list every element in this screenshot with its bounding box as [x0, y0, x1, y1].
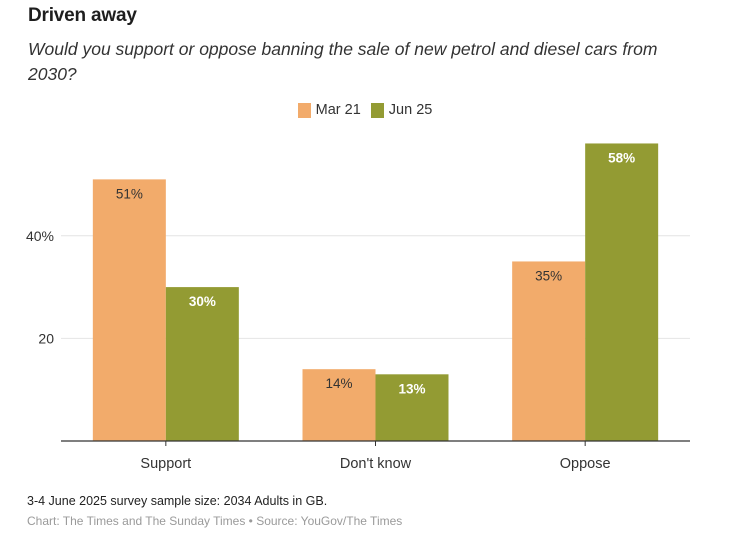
x-tick-label: Support [140, 456, 191, 472]
legend-label-mar21: Mar 21 [315, 102, 361, 118]
data-label: 13% [398, 381, 425, 396]
y-tick-label: 20 [38, 330, 54, 346]
legend-swatch-jun25 [370, 102, 384, 118]
data-label: 58% [608, 150, 635, 165]
bar-jun25-don-t-know [375, 374, 449, 441]
footer-note: 3-4 June 2025 survey sample size: 2034 A… [27, 494, 328, 508]
y-tick-label: 40% [26, 228, 54, 244]
chart-title: Driven away [28, 5, 137, 26]
legend-swatch-mar21 [297, 102, 311, 118]
legend: Mar 21 Jun 25 [0, 102, 730, 118]
bar-mar21-oppose [512, 261, 586, 441]
bar-jun25-support [165, 287, 239, 441]
data-label: 14% [325, 376, 352, 391]
x-tick-label: Oppose [560, 456, 611, 472]
data-label: 51% [116, 186, 143, 201]
legend-item-mar21[interactable]: Mar 21 [297, 102, 361, 118]
bar-mar21-support [92, 179, 166, 441]
chart-subtitle: Would you support or oppose banning the … [28, 39, 658, 84]
footer-credit: Chart: The Times and The Sunday Times • … [27, 514, 403, 528]
legend-label-jun25: Jun 25 [388, 102, 433, 118]
data-label: 30% [189, 294, 216, 309]
data-label: 35% [535, 268, 562, 283]
x-tick-label: Don't know [340, 456, 412, 472]
legend-item-jun25[interactable]: Jun 25 [370, 102, 433, 118]
bar-jun25-oppose [585, 143, 659, 441]
bar-mar21-don-t-know [302, 369, 376, 441]
